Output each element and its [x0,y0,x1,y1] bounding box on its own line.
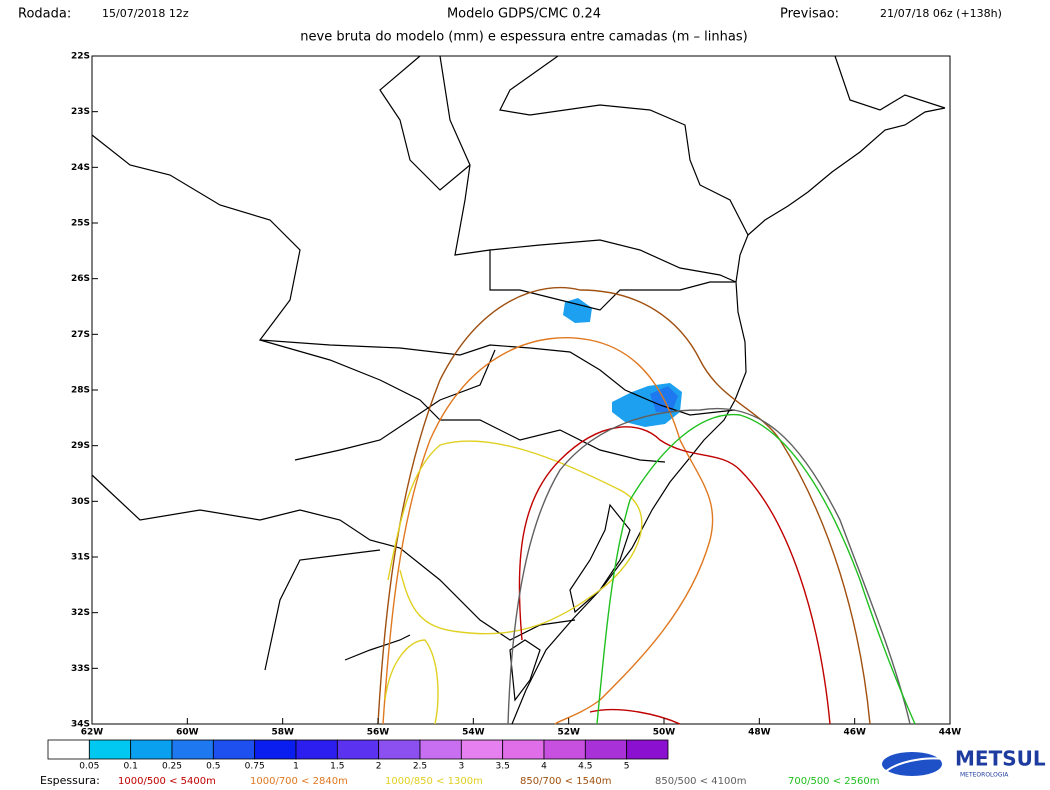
title: Modelo GDPS/CMC 0.24 [447,7,601,22]
thickness-label: Espessura: [40,774,100,787]
colorbar-box [171,739,214,760]
border [259,339,666,463]
lat-label: 25S [71,219,90,229]
previsao-label: Previsao: [780,7,839,22]
lat-label: 32S [71,608,90,618]
contour-1000-500 [518,426,831,725]
map-frame [91,55,951,725]
colorbar-box [88,739,132,760]
colorbar-label: 2.5 [413,762,427,772]
colorbar-box [543,739,586,760]
logo-sub: METEOROLOGIA [960,772,1009,779]
border [91,134,736,416]
border [439,55,735,311]
coastline [511,107,946,725]
lat-label: 27S [71,330,90,340]
contour-700-500 [596,413,916,725]
colorbar-box [502,739,545,760]
colorbar-box [336,739,380,760]
border [264,549,381,671]
colorbar-label: 0.05 [79,762,99,772]
colorbar-box [212,739,256,760]
logo-globe [882,752,942,776]
thickness-item: 1000/850 < 1300m [385,776,483,787]
border [834,55,946,111]
colorbar-box [378,739,421,760]
contour-850-700 [377,286,871,725]
border [294,349,496,461]
thickness-legend: Espessura: 1000/500 < 5400m 1000/700 < 284… [40,774,879,787]
lagoon [509,639,541,702]
thickness-item: 700/500 < 2560m [788,776,879,787]
snow-area [563,298,592,323]
lon-label: 58W [271,728,294,738]
colorbar-label: 3 [458,762,464,772]
colorbar-box [626,739,669,760]
lat-label: 29S [71,441,90,451]
colorbar-box [47,739,90,760]
border [379,55,471,191]
logo: METSUL METEOROLOGIA [882,747,1046,779]
logo-swoosh [884,757,951,773]
estuary [344,634,411,661]
lat-label: 22S [71,52,90,62]
contour-1000-850 [384,440,643,725]
colorbar-label: 5 [624,762,630,772]
lon-label: 48W [748,728,771,738]
thickness-item: 850/500 < 4100m [655,776,746,787]
contour-1000-700 [382,336,714,725]
logo-name: METSUL [955,747,1046,771]
colorbar-box [460,739,504,760]
colorbar-label: 0.75 [245,762,265,772]
border [489,239,737,283]
lon-label: 62W [81,728,104,738]
lagoon [569,503,631,614]
colorbar-box [130,739,173,760]
colorbar-box [584,739,628,760]
colorbar-box [295,739,338,760]
colorbar-label: 0.5 [206,762,220,772]
colorbar-label: 2 [376,762,382,772]
thickness-item: 850/700 < 1540m [520,776,611,787]
lat-label: 34S [71,720,90,730]
rodada-label: Rodada: [18,7,71,22]
rodada: 15/07/2018 12z [102,7,189,20]
subtitle: neve bruta do modelo (mm) e espessura en… [300,30,747,45]
lon-label: 56W [367,728,390,738]
lon-label: 60W [176,728,199,738]
lat-label: 24S [71,163,90,173]
lat-label: 26S [71,274,90,284]
contour-850-500 [507,407,911,725]
lon-label: 50W [653,728,676,738]
colorbar-label: 1 [293,762,299,772]
lat-label: 28S [71,386,90,396]
colorbar-box [254,739,297,760]
border [499,55,749,236]
colorbar-label: 3.5 [496,762,510,772]
lon-label: 54W [462,728,485,738]
lon-label: 44W [939,728,962,738]
thickness-item: 1000/500 < 5400m [118,776,216,787]
colorbar-label: 0.25 [162,762,182,772]
previsao: 21/07/18 06z (+138h) [880,7,1002,20]
lat-label: 30S [71,497,90,507]
colorbar-box [419,739,462,760]
lon-label: 46W [843,728,866,738]
lon-label: 52W [557,728,580,738]
colorbar-label: 4 [541,762,547,772]
lat-label: 31S [71,553,90,563]
colorbar-label: 4.5 [578,762,592,772]
colorbar-label: 1.5 [330,762,344,772]
colorbar: 0.05 0.1 0.25 0.5 0.75 1 1.5 2 2.5 3 3.5 4 4.5 5 [47,739,669,772]
colorbar-label: 0.1 [124,762,138,772]
lat-label: 23S [71,107,90,117]
map: 22S23S24S25S26S27S28S29S30S31S32S33S34S6… [71,52,961,738]
lat-label: 33S [71,664,90,674]
border [91,474,576,641]
thickness-item: 1000/700 < 2840m [250,776,348,787]
